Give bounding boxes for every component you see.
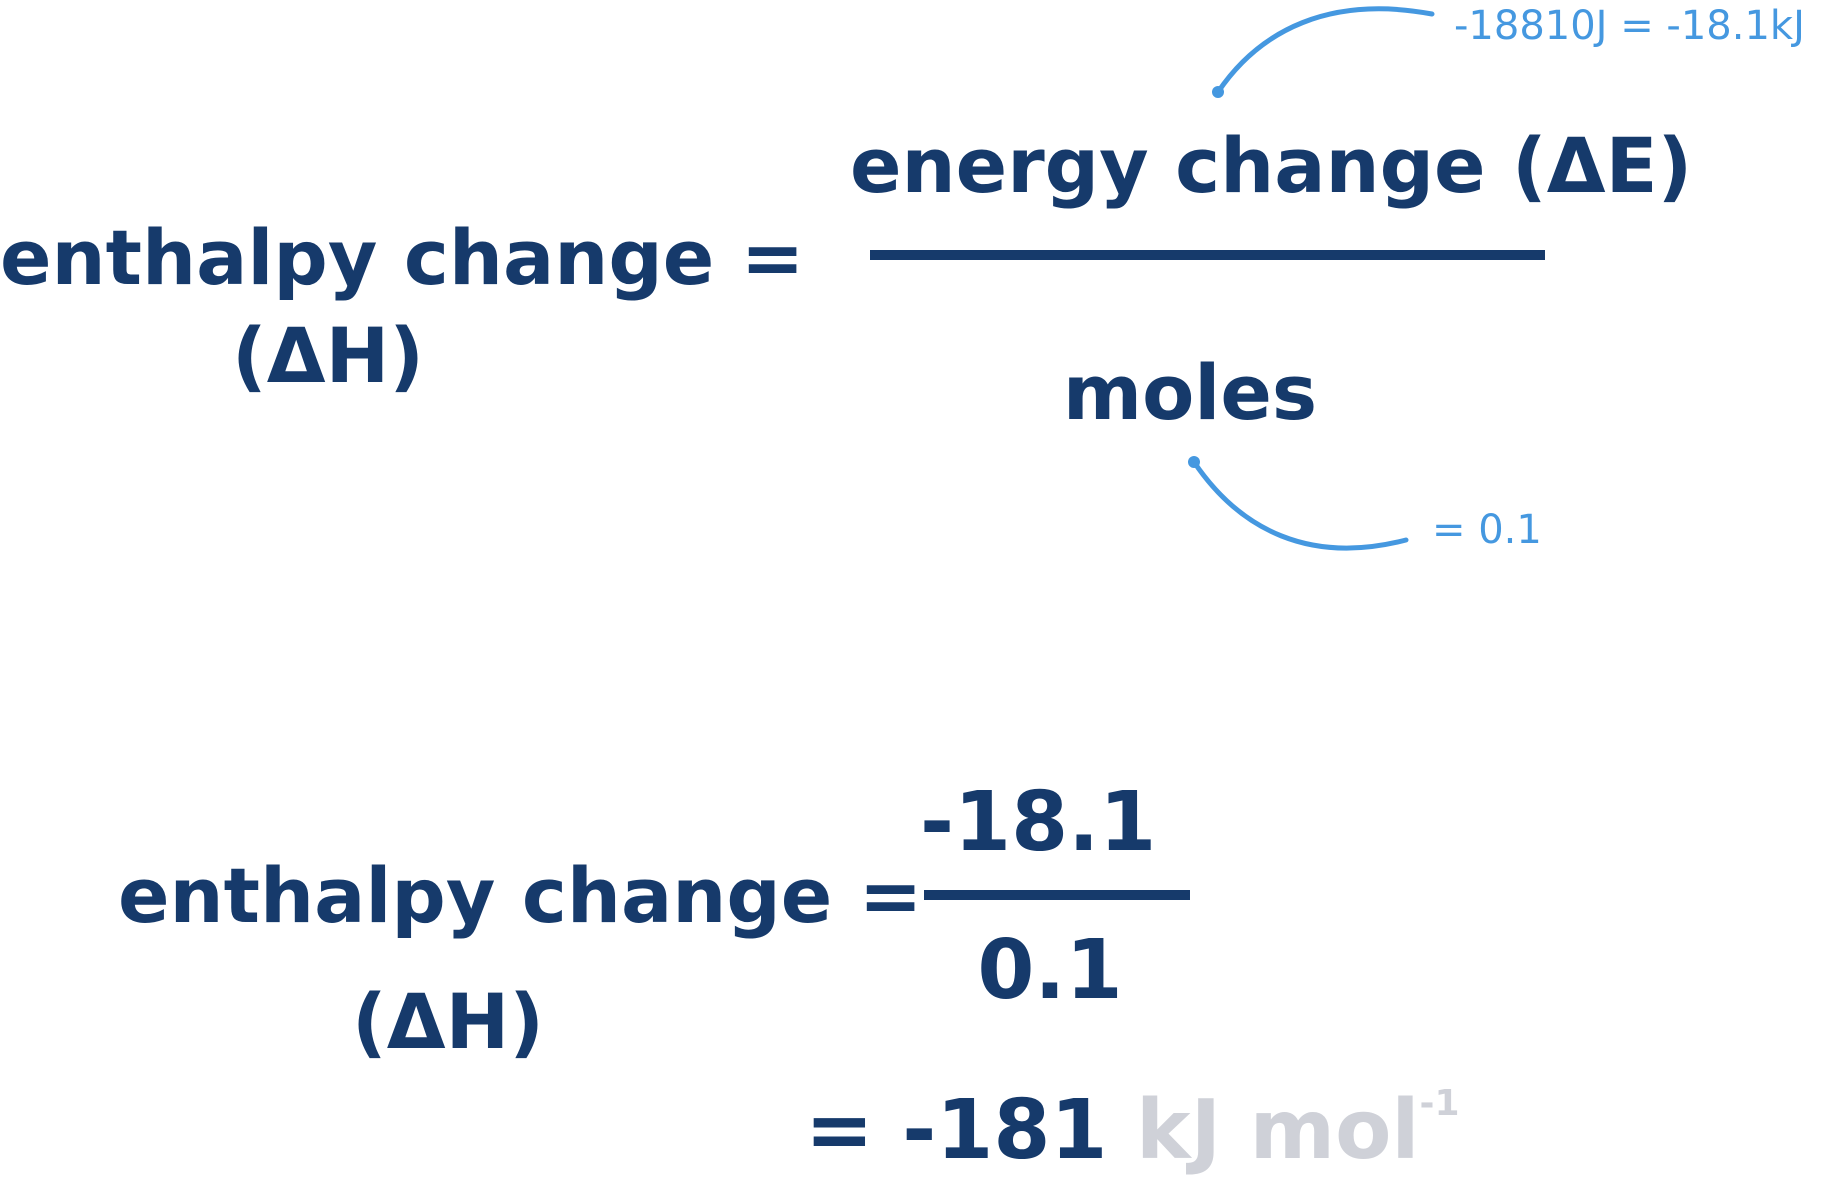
general-lhs-line1: enthalpy change =: [0, 213, 805, 302]
worked-fraction-bar: [924, 890, 1190, 900]
result-unit: kJ mol: [1136, 1083, 1420, 1178]
energy-annotation-dot: [1212, 86, 1224, 98]
moles-annotation-dot: [1188, 456, 1200, 468]
moles-annotation: = 0.1: [1432, 507, 1542, 553]
result-unit-exponent: -1: [1419, 1083, 1460, 1124]
general-denominator: moles: [1062, 348, 1318, 437]
worked-lhs-line2: (ΔH): [352, 977, 544, 1066]
energy-annotation-curve: [1215, 6, 1435, 95]
general-numerator: energy change (ΔE): [850, 121, 1693, 210]
energy-annotation: -18810J = -18.1kJ: [1454, 3, 1805, 49]
general-lhs-line2: (ΔH): [232, 311, 424, 400]
result-value: = -181: [805, 1083, 1108, 1178]
moles-annotation-curve: [1191, 459, 1409, 551]
worked-lhs-line1: enthalpy change =: [118, 851, 923, 940]
worked-numerator: -18.1: [920, 775, 1157, 870]
worked-denominator: 0.1: [977, 923, 1123, 1018]
general-fraction-bar: [870, 250, 1545, 260]
worked-result: = -181 kJ mol-1: [805, 1086, 1460, 1172]
